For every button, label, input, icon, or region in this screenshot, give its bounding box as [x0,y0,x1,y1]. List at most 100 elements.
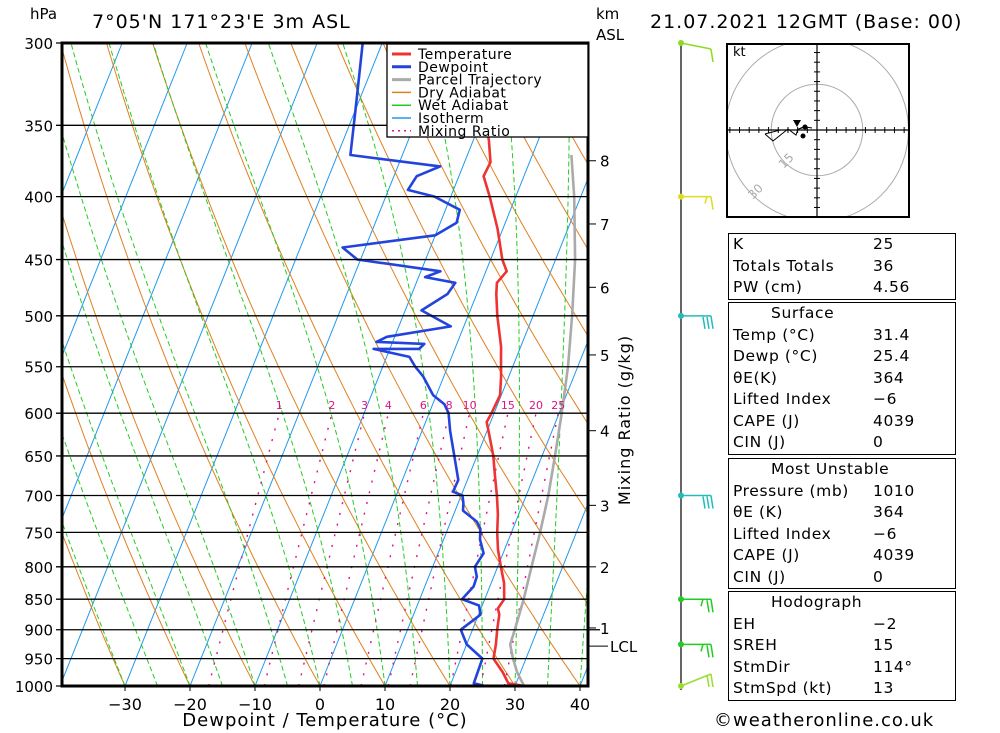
surface-value: 25.4 [873,347,910,365]
wind-barb-flag [710,495,714,509]
isotherm [62,43,123,195]
hodograph-params-title: Hodograph [771,593,863,611]
mixing-ratio-label: 2 [328,399,335,412]
hodograph-param-row: StmSpd (kt) 13 [729,678,955,700]
asl-label: ASL [596,26,625,44]
most-unstable-value: −6 [873,524,898,543]
most-unstable-value: 0 [873,567,884,586]
hodograph-inner: 15 30 45 [714,44,909,233]
copyright-footer: ©weatheronline.co.uk [714,710,935,731]
isotherm [189,43,448,686]
index-value: 25 [873,235,894,253]
legend-label: Parcel Trajectory [418,73,542,89]
hodograph-params-panel: Hodograph EH −2 SREH 15 StmDir 114° StmSpd (kt… [728,591,956,701]
hodograph-param-value: 114° [873,657,913,676]
km-tick-label: 4 [600,423,610,441]
index-key: K [733,235,744,253]
index-key: PW (cm) [733,278,803,296]
wind-barb [678,673,714,689]
pressure-tick-label: 300 [24,35,53,53]
hodograph-frame [726,43,910,218]
parcel-trajectory-line [508,154,577,686]
mixing-ratio-label: 1 [276,399,283,412]
hodograph-param-row: SREH 15 [729,635,955,657]
x-tick-label: 30 [505,695,525,714]
legend-label: Dewpoint [418,60,489,76]
km-tick-label: 5 [600,347,610,365]
km-tick-label: 1 [600,620,610,638]
surface-key: Dewp (°C) [733,347,818,365]
mixing-ratio-line [208,413,280,686]
most-unstable-row: Pressure (mb) 1010 [729,481,955,503]
hodograph-param-key: SREH [733,636,778,654]
wind-barb-flag [706,496,710,509]
index-value: 36 [873,256,894,275]
hodograph-ring-label: 30 [745,181,766,202]
dry-adiabat [382,43,588,425]
legend-label: Dry Adiabat [418,85,506,101]
hodograph-trace [764,125,806,135]
wind-barb [678,193,714,210]
wet-adiabat [152,43,353,686]
hodograph-param-row: EH −2 [729,614,955,636]
surface-row: CAPE (J) 4039 [729,411,955,433]
most-unstable-row: CAPE (J) 4039 [729,545,955,567]
dry-adiabat [428,43,588,337]
index-row: PW (cm) 4.56 [729,277,955,299]
surface-key: CAPE (J) [733,411,800,430]
km-tick-label: 7 [600,216,610,234]
most-unstable-key: CAPE (J) [733,546,800,564]
km-tick-label: 6 [600,279,610,297]
hodograph-unit-label: kt [733,45,746,60]
x-tick-label: 10 [375,695,395,714]
datetime-title: 21.07.2021 12GMT (Base: 00) [650,11,963,33]
most-unstable-key: Pressure (mb) [733,481,849,500]
pressure-tick-label: 700 [24,488,53,506]
hodograph: 15 30 45 [714,43,910,233]
surface-key: θE(K) [733,368,778,387]
x-tick-label: −30 [108,695,142,714]
x-tick-label: 40 [570,695,590,714]
dry-adiabat [62,531,126,686]
pressure-tick-label: 900 [24,622,53,640]
mixing-ratio-label: 25 [551,399,565,412]
pressure-tick-label: 850 [24,591,53,609]
isotherm [62,43,318,683]
pressure-tick-label: 550 [24,359,53,377]
hodograph-param-row: StmDir 114° [729,657,955,679]
km-tick-label: 3 [600,497,610,515]
isotherm [62,43,253,520]
wind-barb-flag [706,645,710,658]
most-unstable-value: 4039 [873,546,915,564]
wind-barb-flag [710,196,714,210]
wind-barb-half [704,196,708,204]
wind-barb-flag [702,316,706,329]
wind-barb-flag [710,599,714,613]
pressure-tick-label: 950 [24,651,53,669]
mixing-ratio-label: 15 [501,399,515,412]
surface-row: Temp (°C) 31.4 [729,325,955,347]
wind-barb [678,596,714,613]
wind-barb [678,641,714,658]
pressure-tick-label: 1000 [15,678,53,696]
mixing-ratio-axis-label: Mixing Ratio (g/kg) [615,335,634,505]
lcl-label: LCL [610,638,638,656]
legend-label: Temperature [417,47,512,63]
pressure-tick-label: 400 [24,189,53,207]
pressure-tick-label: 800 [24,559,53,577]
mixing-ratio-line [450,413,509,686]
index-key: Totals Totals [733,256,835,275]
mixing-ratio-label: 3 [361,399,368,412]
surface-value: 364 [873,368,905,387]
hodograph-point [800,133,806,139]
wind-barb [678,492,714,509]
wet-adiabat [342,43,451,686]
isotherm [319,43,578,686]
wind-barb-flag [710,48,714,63]
km-tick-label: 2 [600,559,610,577]
hodograph-ring-label: 45 [714,212,735,233]
surface-value: 0 [873,433,884,451]
most-unstable-panel: Most Unstable Pressure (mb) 1010 θE (K) 364… [728,458,956,589]
hodograph-param-value: −2 [873,614,898,633]
